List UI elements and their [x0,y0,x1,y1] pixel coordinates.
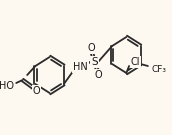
Text: HN: HN [73,62,88,72]
Text: O: O [88,43,95,53]
Text: CF₃: CF₃ [151,65,166,73]
Text: O: O [33,86,40,96]
Text: S: S [91,57,98,67]
Text: O: O [94,70,102,80]
Text: Cl: Cl [131,57,140,67]
Text: HO: HO [0,81,14,91]
